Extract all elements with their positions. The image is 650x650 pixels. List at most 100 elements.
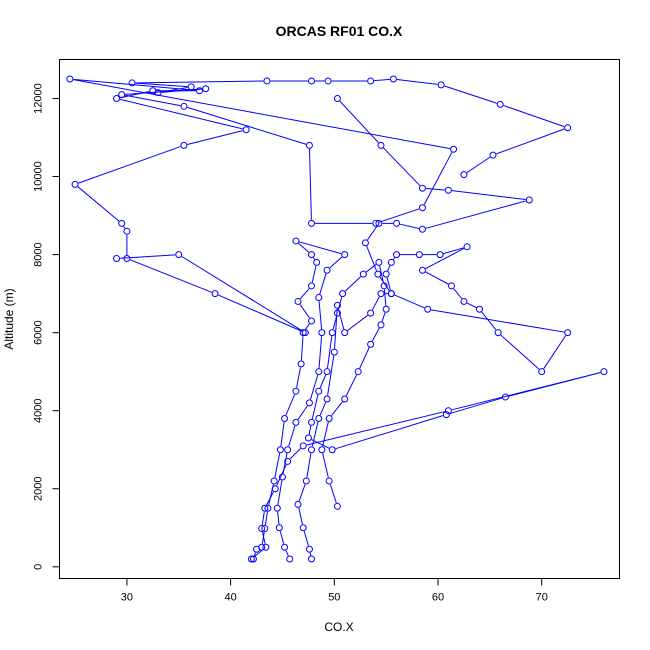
series-line-segment	[500, 334, 540, 370]
series-line-segment	[181, 256, 303, 332]
series-layer	[66, 75, 608, 563]
data-point	[305, 141, 313, 149]
series-line-segment	[313, 257, 316, 260]
data-point	[118, 91, 126, 99]
series-line-segment	[300, 336, 304, 361]
series-line-segment	[78, 146, 181, 184]
data-point	[308, 555, 315, 563]
data-point	[308, 251, 315, 259]
data-point	[372, 219, 380, 227]
series-line-segment	[299, 288, 310, 300]
data-point	[261, 525, 269, 533]
series-line-segment	[306, 411, 446, 446]
series-line-segment	[322, 453, 329, 478]
series-line-segment	[297, 405, 308, 420]
series-line-segment	[279, 531, 285, 544]
data-point	[323, 266, 331, 274]
data-point	[284, 446, 292, 454]
data-point	[281, 415, 289, 423]
data-point	[367, 77, 375, 85]
y-tick-label: 6000	[33, 320, 45, 344]
data-point	[442, 411, 450, 419]
data-point	[501, 393, 509, 401]
x-tick-label: 40	[224, 592, 236, 604]
data-point	[258, 525, 266, 533]
series-line-segment	[339, 100, 379, 144]
data-point	[180, 141, 188, 149]
y-axis-label: Altitude (m)	[2, 288, 16, 349]
series-line-segment	[451, 372, 601, 411]
series-line-segment	[327, 355, 335, 396]
series-line-segment	[277, 511, 280, 525]
data-point	[380, 282, 388, 290]
series-line-segment	[379, 265, 384, 283]
x-axis: 30 40 50 60 70	[121, 578, 548, 604]
data-point	[418, 266, 426, 274]
series-line-segment	[187, 106, 307, 145]
data-point	[494, 329, 502, 337]
data-point	[286, 555, 294, 563]
data-point	[275, 524, 283, 532]
data-point	[123, 227, 131, 235]
data-point	[66, 75, 74, 83]
series-line-segment	[386, 277, 391, 291]
data-point	[382, 305, 390, 313]
data-point	[377, 290, 385, 298]
data-point	[281, 543, 289, 551]
data-point	[564, 124, 572, 132]
data-point	[308, 446, 315, 454]
series-line-segment	[345, 374, 358, 396]
data-point	[375, 219, 383, 227]
series-line-segment	[334, 308, 338, 349]
series-line-segment	[365, 264, 377, 273]
series-line-segment	[425, 200, 526, 229]
data-point	[263, 77, 271, 85]
data-point	[299, 442, 307, 450]
y-tick-label: 10000	[33, 161, 45, 192]
data-point	[71, 180, 79, 188]
data-point	[294, 500, 302, 508]
data-point	[325, 477, 333, 485]
data-point	[299, 524, 307, 532]
series-line-segment	[381, 312, 386, 322]
series-line-segment	[311, 394, 319, 420]
series-line-segment	[383, 289, 387, 306]
series-line-segment	[266, 491, 274, 506]
data-point	[333, 95, 341, 103]
x-tick-label: 60	[432, 592, 444, 604]
series-line-segment	[135, 80, 264, 84]
series-line-segment	[453, 288, 463, 299]
series-line-segment	[394, 294, 425, 309]
series-line-segment	[425, 271, 449, 285]
data-point	[463, 243, 471, 251]
data-point	[202, 85, 210, 93]
data-point	[276, 446, 284, 454]
data-point	[418, 184, 426, 192]
series-line-segment	[396, 78, 438, 85]
series-line-segment	[285, 394, 296, 416]
series-line-segment	[298, 242, 310, 253]
series-line-segment	[299, 241, 342, 255]
data-point	[315, 294, 323, 302]
series-line-segment	[431, 309, 565, 333]
data-point	[318, 446, 326, 454]
data-point	[393, 251, 401, 259]
series-line-segment	[288, 425, 296, 447]
data-point	[264, 504, 272, 512]
series-line-segment	[379, 276, 390, 291]
data-point	[118, 219, 126, 227]
data-point	[359, 270, 367, 278]
data-point	[270, 477, 278, 485]
data-point	[315, 415, 323, 423]
data-point	[292, 237, 300, 245]
series-line-segment	[277, 480, 283, 505]
series-line-segment	[276, 464, 287, 486]
data-point	[437, 81, 445, 89]
data-point	[308, 282, 315, 290]
series-line-segment	[379, 208, 420, 223]
data-point	[278, 473, 286, 481]
data-point	[154, 89, 162, 97]
data-point	[304, 434, 312, 442]
data-point	[476, 305, 483, 313]
x-tick-label: 70	[536, 592, 548, 604]
